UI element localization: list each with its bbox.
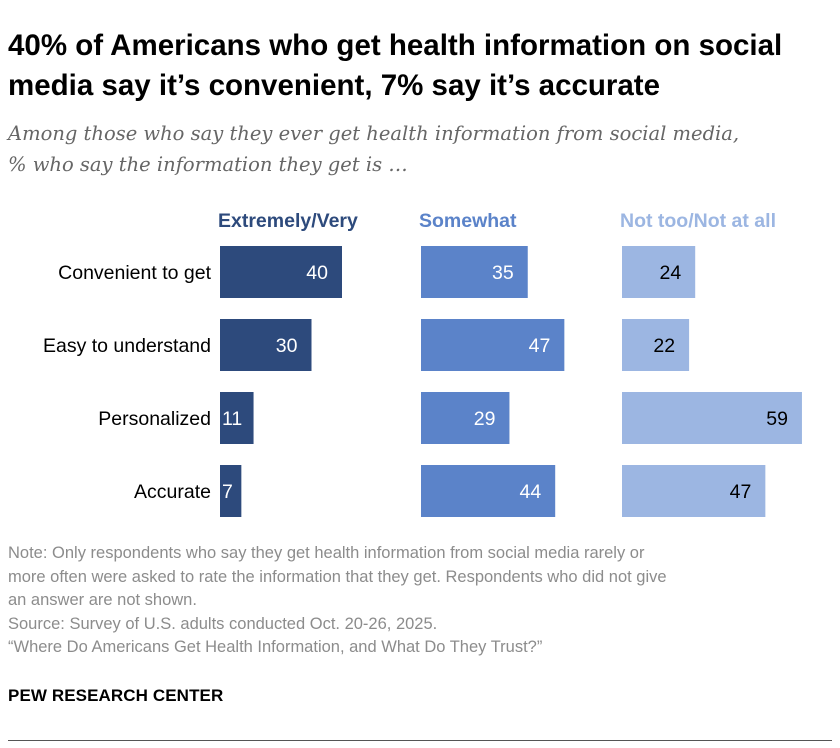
value-label-somewhat-accurate: 44 [519, 481, 541, 503]
chart-notes: Note: Only respondents who say they get … [8, 542, 832, 660]
note-line-1: Note: Only respondents who say they get … [8, 544, 645, 562]
bar-not-too-not-at-all-accurate [622, 465, 766, 517]
value-label-not-too-not-at-all-easy-to-understand: 22 [653, 335, 675, 357]
category-label-accurate: Accurate [134, 481, 211, 503]
value-label-somewhat-easy-to-understand: 47 [529, 335, 551, 357]
series-header-extremely-very: Extremely/Very [218, 210, 358, 232]
note-line-3: an answer are not shown. [8, 591, 197, 609]
bottom-divider [8, 740, 832, 741]
chart-title: 40% of Americans who get health informat… [8, 29, 783, 102]
category-label-personalized: Personalized [98, 408, 211, 430]
brand-logo-text: PEW RESEARCH CENTER [8, 686, 224, 705]
category-label-easy-to-understand: Easy to understand [43, 335, 211, 357]
bar-somewhat-personalized [421, 392, 510, 444]
subtitle-line-2: % who say the information they get is … [8, 153, 408, 176]
value-label-somewhat-convenient-to-get: 35 [492, 262, 514, 284]
bar-extremely-very-convenient-to-get [220, 246, 342, 298]
note-line-2: more often were asked to rate the inform… [8, 567, 667, 586]
bar-extremely-very-personalized [220, 392, 254, 444]
value-label-extremely-very-convenient-to-get: 40 [306, 262, 328, 284]
source-line: Source: Survey of U.S. adults conducted … [8, 614, 438, 633]
bar-not-too-not-at-all-easy-to-understand [622, 319, 690, 371]
value-label-extremely-very-personalized: 11 [222, 408, 242, 430]
chart-subtitle: Among those who say they ever get health… [8, 118, 828, 180]
value-label-extremely-very-accurate: 7 [222, 481, 233, 503]
value-label-extremely-very-easy-to-understand: 30 [276, 335, 298, 357]
series-header-somewhat: Somewhat [419, 210, 517, 232]
report-line: “Where Do Americans Get Health Informati… [8, 638, 543, 656]
bar-not-too-not-at-all-personalized [622, 392, 802, 444]
bar-somewhat-accurate [421, 465, 556, 517]
bar-extremely-very-easy-to-understand [220, 319, 312, 371]
bar-somewhat-convenient-to-get [421, 246, 528, 298]
value-label-not-too-not-at-all-accurate: 47 [730, 481, 752, 503]
category-label-convenient-to-get: Convenient to get [58, 262, 211, 284]
series-header-not-too-not-at-all: Not too/Not at all [620, 210, 776, 232]
bar-extremely-very-accurate [220, 465, 242, 517]
value-label-somewhat-personalized: 29 [474, 408, 496, 430]
bar-somewhat-easy-to-understand [421, 319, 565, 371]
bar-chart: Extremely/Very Somewhat Not too/Not at all… [43, 210, 802, 517]
value-label-not-too-not-at-all-convenient-to-get: 24 [659, 262, 681, 284]
subtitle-line-1: Among those who say they ever get health… [8, 122, 740, 145]
bar-not-too-not-at-all-convenient-to-get [622, 246, 696, 298]
value-label-not-too-not-at-all-personalized: 59 [766, 408, 788, 430]
